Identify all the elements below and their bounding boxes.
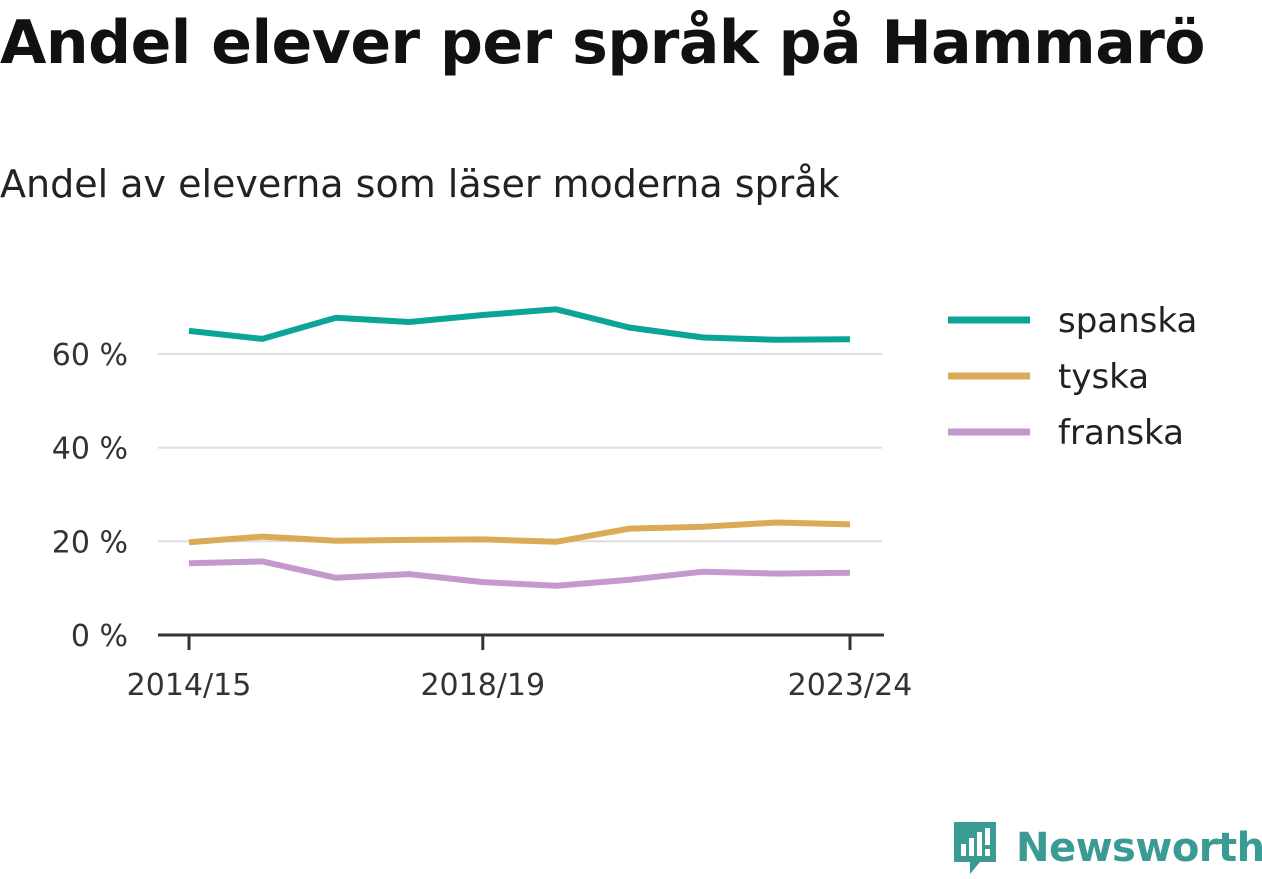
series-line-spanska bbox=[188, 306, 851, 343]
y-tick-label: 20 % bbox=[52, 525, 128, 560]
legend-label-franska: franska bbox=[1058, 413, 1184, 453]
series-line-tyska bbox=[188, 519, 851, 546]
chart-title: Andel elever per språk på Hammarö bbox=[0, 8, 1206, 78]
x-tick-label: 2014/15 bbox=[127, 668, 252, 703]
brand-logo: Newsworthy bbox=[950, 818, 1262, 878]
series-lines bbox=[188, 306, 851, 589]
legend-label-tyska: tyska bbox=[1058, 357, 1149, 397]
axes: 0 % 20 % 40 % 60 % 2014/15 2018/19 2023/24 bbox=[52, 338, 913, 703]
x-tick-label: 2023/24 bbox=[788, 668, 913, 703]
y-tick-label: 0 % bbox=[71, 619, 128, 654]
legend-label-spanska: spanska bbox=[1058, 301, 1197, 341]
x-tick-label: 2018/19 bbox=[420, 668, 545, 703]
y-tick-label: 60 % bbox=[52, 338, 128, 373]
brand-name: Newsworthy bbox=[1016, 825, 1262, 871]
series-line-franska bbox=[188, 558, 851, 589]
y-tick-label: 40 % bbox=[52, 432, 128, 467]
newsworthy-logo-icon bbox=[954, 822, 996, 874]
chart-subtitle: Andel av eleverna som läser moderna språ… bbox=[0, 162, 840, 206]
gridlines bbox=[158, 352, 882, 543]
legend: spanska tyska franska bbox=[948, 301, 1197, 453]
